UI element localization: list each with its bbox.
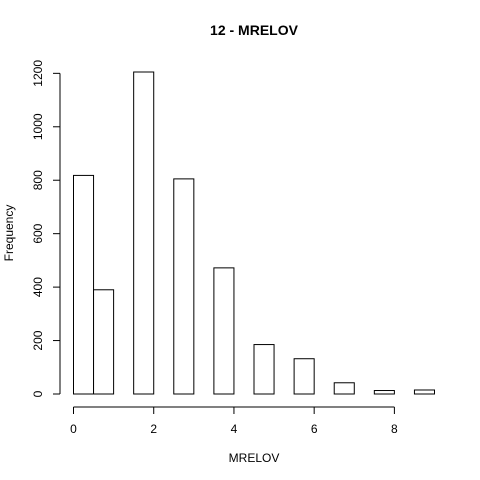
x-tick-label: 2 [150,422,157,436]
x-tick-label: 6 [311,422,318,436]
histogram-bar [173,178,195,395]
y-axis: 0 200 400 600 800 1000 1200 [31,60,61,397]
histogram-bar [253,344,275,395]
x-axis: 0 2 4 6 8 [70,406,398,436]
x-tick-label: 4 [231,422,238,436]
y-tick-label: 800 [31,170,45,190]
histogram-bar [93,289,115,395]
y-tick-label: 1000 [31,113,45,140]
histogram-bar [413,389,436,395]
histogram-bar [333,382,355,395]
bars-group [73,71,436,395]
y-tick-label: 0 [31,390,45,397]
x-tick-label: 8 [391,422,398,436]
y-tick-label: 600 [31,223,45,243]
y-axis-label: Frequency [2,205,16,262]
y-tick-label: 1200 [31,60,45,87]
histogram-bar [73,174,95,395]
histogram-bar [293,358,315,395]
histogram-bar [373,390,395,395]
y-tick-label: 200 [31,330,45,350]
histogram-bar [133,71,155,395]
histogram-bar [213,267,235,395]
y-tick-label: 400 [31,277,45,297]
x-axis-label: MRELOV [229,451,280,465]
x-tick-label: 0 [70,422,77,436]
chart-title: 12 - MRELOV [210,22,299,38]
